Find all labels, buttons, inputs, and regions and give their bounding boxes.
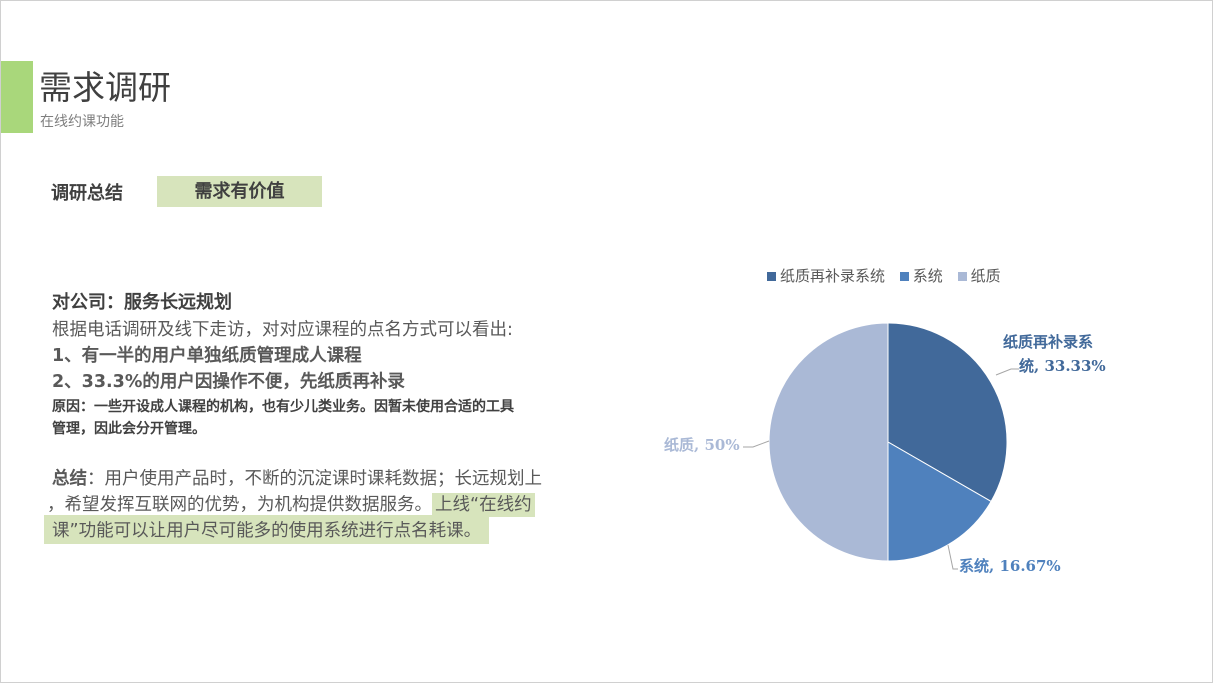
section-heading: 对公司：服务长远规划	[52, 292, 232, 313]
conclusion-label: 总结	[52, 469, 87, 489]
page-title: 需求调研	[39, 68, 171, 107]
legend-item-2: 纸质	[957, 265, 1001, 286]
leader-line-0	[995, 368, 1019, 376]
pie-slice-1	[887, 441, 992, 562]
chart-legend: 纸质再补录系统 系统 纸质	[767, 265, 1011, 286]
summary-label: 调研总结	[51, 183, 123, 204]
legend-swatch	[899, 272, 909, 281]
conclusion-highlight-3: 课”功能可以让用户尽可能多的使用系统进行点名耗课。	[44, 515, 490, 544]
page-subtitle: 在线约课功能	[40, 114, 124, 130]
data-label-0a: 纸质再补录系	[1003, 333, 1094, 351]
pie-slice-2	[768, 322, 889, 562]
data-label-2: 纸质, 50%	[664, 436, 740, 454]
legend-swatch	[767, 272, 776, 281]
data-label-0b: 统, 33.33%	[1019, 357, 1106, 375]
leader-line-1	[947, 544, 958, 570]
title-accent-bar	[1, 61, 33, 133]
legend-label: 纸质	[970, 267, 1001, 285]
legend-label: 系统	[912, 267, 943, 285]
conclusion-line-2: ，希望发挥互联网的优势，为机构提供数据服务。 上线“在线约	[47, 491, 535, 517]
reason-line-1: 原因：一些开设成人课程的机构，也有少儿类业务。因暂未使用合适的工具	[52, 399, 514, 415]
point-2: 2、33.3%的用户因操作不便，先纸质再补录	[52, 372, 405, 392]
leader-line-2	[743, 440, 770, 448]
legend-item-1: 系统	[899, 265, 943, 286]
conclusion-text-2a: ，希望发挥互联网的优势，为机构提供数据服务。	[47, 495, 432, 515]
point-1: 1、有一半的用户单独纸质管理成人课程	[52, 346, 362, 366]
intro-text: 根据电话调研及线下走访，对对应课程的点名方式可以看出:	[52, 320, 513, 340]
pie-slice-0	[887, 322, 1008, 503]
conclusion-highlight-2b: 上线“在线约	[432, 493, 535, 517]
legend-swatch	[957, 272, 967, 281]
data-label-1: 系统, 16.67%	[959, 557, 1061, 575]
conclusion-text-1: ：用户使用产品时，不断的沉淀课时课耗数据；长远规划上	[87, 469, 542, 489]
conclusion-line-1: 总结：用户使用产品时，不断的沉淀课时课耗数据；长远规划上	[52, 465, 542, 490]
legend-item-0: 纸质再补录系统	[767, 265, 885, 286]
legend-label: 纸质再补录系统	[780, 267, 886, 285]
reason-line-2: 管理，因此会分开管理。	[52, 421, 206, 437]
summary-value-badge: 需求有价值	[157, 176, 322, 207]
